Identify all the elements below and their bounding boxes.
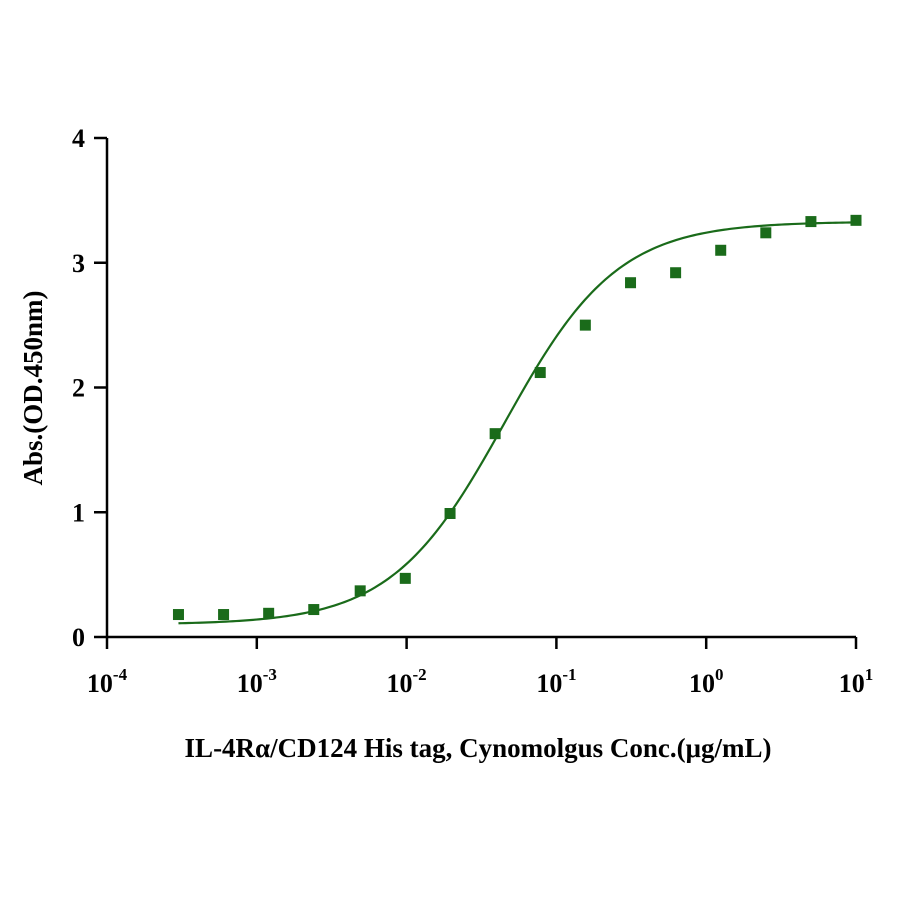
x-tick-label: 10-2	[387, 665, 427, 698]
data-point	[354, 585, 366, 597]
x-tick-label: 10-4	[87, 665, 128, 698]
fit-curve	[178, 221, 857, 625]
data-point	[218, 609, 230, 621]
y-tick-label: 2	[72, 374, 85, 403]
data-point	[850, 214, 862, 226]
data-point	[579, 319, 591, 331]
axes	[105, 138, 856, 639]
fit-curve-layer	[178, 221, 857, 625]
data-point	[263, 607, 275, 619]
data-point	[715, 244, 727, 256]
y-tick-label: 1	[72, 498, 85, 527]
x-tick-label: 10-3	[237, 665, 277, 698]
data-points	[172, 214, 862, 621]
x-axis-title: IL-4Rα/CD124 His tag, Cynomolgus Conc.(μ…	[185, 733, 772, 763]
data-point	[805, 216, 817, 228]
data-point	[760, 227, 772, 239]
data-point	[625, 277, 637, 289]
x-tick-label: 10-1	[536, 665, 576, 698]
y-axis-title: Abs.(OD.450nm)	[18, 290, 48, 485]
data-point	[534, 367, 546, 379]
data-point	[489, 428, 501, 440]
data-point	[670, 267, 682, 279]
y-tick-label: 0	[72, 623, 85, 652]
ticks: 0 1 2 3 4 10-4 10-3 10-2 10-1 100 101	[72, 124, 873, 698]
data-point	[399, 572, 411, 584]
y-tick-label: 4	[72, 124, 85, 153]
y-tick-label: 3	[72, 249, 85, 278]
data-point	[308, 604, 320, 616]
data-point	[444, 508, 456, 519]
data-point	[172, 609, 184, 621]
x-tick-label: 101	[839, 665, 874, 698]
x-tick-label: 100	[689, 665, 724, 698]
